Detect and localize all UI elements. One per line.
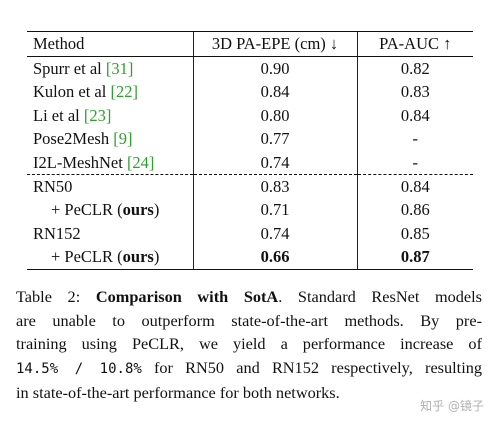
caption-percent: 14.5% / 10.8%: [16, 360, 142, 377]
method-name: Li et al: [33, 105, 84, 125]
header-pa-auc: PA-AUC ↑: [356, 31, 473, 57]
caption-line: Table 2: Comparison with SotA. Standard …: [16, 285, 482, 309]
table-row: + PeCLR (ours) 0.71 0.86: [27, 198, 473, 222]
epe-value: 0.83: [192, 174, 357, 199]
caption-text: . Standard ResNet models: [278, 287, 483, 306]
method-cell: + PeCLR (ours): [27, 245, 193, 270]
epe-value-cell: 0.66: [192, 245, 357, 270]
watermark: 知乎 @镜子: [420, 399, 484, 413]
caption-label: Table 2:: [16, 287, 96, 306]
method-cell: Pose2Mesh [9]: [27, 127, 193, 150]
caption-text: for RN50 and RN152 respectively, resulti…: [141, 357, 482, 377]
caption-line: training using PeCLR, we yield a perform…: [16, 334, 482, 353]
method-cell: + PeCLR (ours): [27, 198, 193, 221]
citation-link[interactable]: [22]: [110, 82, 138, 102]
caption-title: Comparison with SotA: [95, 287, 279, 306]
method-name: RN50: [27, 174, 193, 199]
results-table-container: Method 3D PA-EPE (cm) ↓ PA-AUC ↑ Spurr e…: [27, 31, 473, 270]
method-close: ): [153, 247, 160, 267]
auc-value: -: [356, 150, 473, 175]
citation-link[interactable]: [31]: [105, 59, 134, 78]
method-cell: Li et al [23]: [27, 104, 193, 127]
method-name: I2L-MeshNet: [33, 152, 127, 172]
citation-link[interactable]: [9]: [113, 129, 133, 149]
auc-value: 0.84: [356, 174, 473, 199]
ours-label: ours: [122, 200, 154, 220]
method-name: RN152: [33, 223, 81, 243]
table-row: Spurr et al [31] 0.90 0.82: [27, 56, 473, 81]
caption-line: are unable to outperform state-of-the-ar…: [16, 310, 482, 330]
method-name: + PeCLR (: [51, 200, 123, 220]
table-header-row: Method 3D PA-EPE (cm) ↓ PA-AUC ↑: [27, 31, 473, 57]
citation-link[interactable]: [24]: [126, 152, 155, 172]
header-pa-epe: 3D PA-EPE (cm) ↓: [192, 31, 357, 57]
epe-value: 0.71: [192, 198, 357, 222]
caption-line: in state-of-the-art performance for both…: [16, 383, 340, 402]
method-name: + PeCLR (: [51, 247, 123, 267]
auc-value-best: 0.87: [400, 247, 430, 267]
method-name: Kulon et al: [33, 82, 111, 102]
epe-value: 0.84: [192, 80, 357, 104]
citation-link[interactable]: [23]: [83, 105, 112, 125]
auc-value: 0.83: [356, 80, 473, 104]
table-row: RN50 0.83 0.84: [27, 174, 473, 199]
method-cell: Kulon et al [22]: [27, 80, 193, 103]
auc-value: 0.86: [356, 198, 473, 222]
epe-value: 0.90: [192, 56, 357, 81]
table-row: Kulon et al [22] 0.84 0.83: [27, 80, 473, 104]
table-row: I2L-MeshNet [24] 0.74 -: [27, 150, 473, 175]
method-cell: Spurr et al [31]: [27, 57, 193, 81]
auc-value: 0.85: [356, 221, 473, 246]
auc-value: -: [356, 127, 473, 151]
header-method: Method: [27, 31, 193, 57]
ours-label: ours: [122, 247, 154, 267]
epe-value: 0.77: [192, 127, 357, 151]
caption-line: 14.5% / 10.8% for RN50 and RN152 respect…: [16, 356, 482, 382]
epe-value-best: 0.66: [260, 247, 290, 267]
method-name: Spurr et al: [33, 59, 106, 78]
method-close: ): [153, 200, 160, 220]
auc-value: 0.82: [356, 56, 473, 81]
auc-value: 0.84: [356, 103, 473, 128]
auc-value-cell: 0.87: [356, 245, 473, 270]
method-name: Pose2Mesh: [33, 129, 114, 149]
epe-value: 0.80: [192, 103, 357, 128]
table-caption: Table 2: Comparison with SotA. Standard …: [16, 285, 482, 405]
results-table: Method 3D PA-EPE (cm) ↓ PA-AUC ↑ Spurr e…: [27, 31, 473, 270]
method-cell: I2L-MeshNet [24]: [27, 151, 193, 175]
epe-value: 0.74: [192, 150, 357, 175]
epe-value: 0.74: [192, 221, 357, 246]
table-row: RN152 0.74 0.85: [27, 221, 473, 246]
table-row: Li et al [23] 0.80 0.84: [27, 103, 473, 128]
table-row: Pose2Mesh [9] 0.77 -: [27, 127, 473, 151]
table-row: + PeCLR (ours) 0.66 0.87: [27, 245, 473, 270]
